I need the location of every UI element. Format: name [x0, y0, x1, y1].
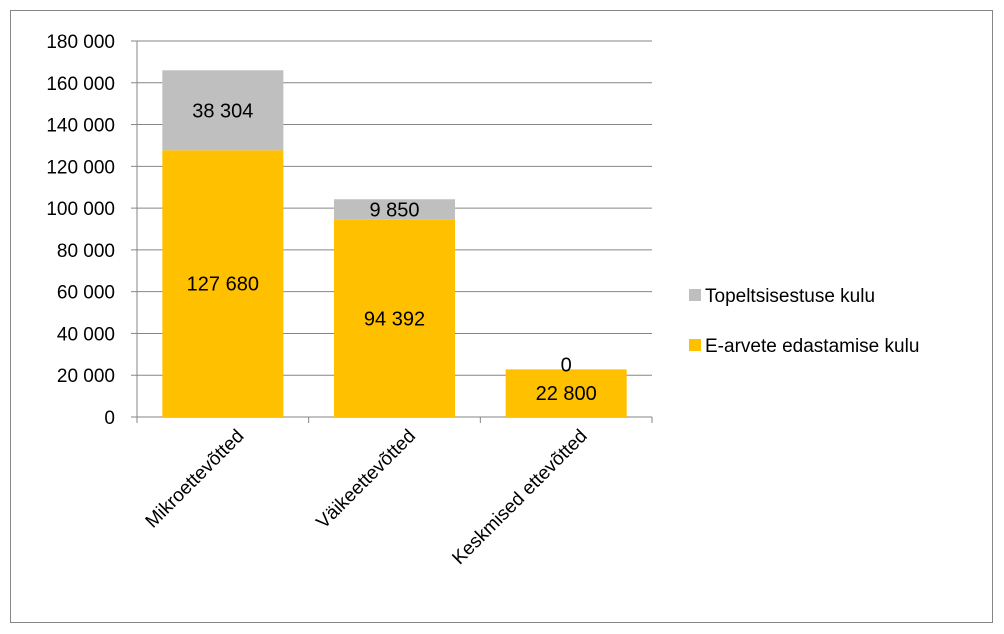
y-tick-label: 40 000	[57, 324, 115, 345]
data-label: 22 800	[536, 383, 597, 405]
data-label: 9 850	[369, 200, 419, 222]
legend-swatch	[689, 289, 701, 301]
bar-segment	[333, 219, 456, 417]
bar-segment	[505, 369, 627, 417]
bar-segment	[162, 70, 284, 151]
x-category-label: Mikroettevõtted	[142, 426, 249, 533]
bar-segment	[333, 199, 456, 220]
y-tick-label: 180 000	[46, 32, 115, 53]
y-tick-label: 100 000	[46, 199, 115, 220]
x-category-label: Väikeettevõtted	[313, 426, 420, 533]
data-label: 94 392	[364, 308, 425, 330]
y-tick-label: 0	[104, 408, 115, 429]
data-label: 0	[561, 354, 572, 376]
legend-swatch	[689, 339, 701, 351]
y-tick-label: 20 000	[57, 366, 115, 387]
y-tick-label: 80 000	[57, 241, 115, 262]
y-tick-label: 160 000	[46, 74, 115, 95]
y-tick-label: 140 000	[46, 116, 115, 137]
legend-label: E-arvete edastamise kulu	[705, 336, 919, 357]
y-tick-label: 120 000	[46, 157, 115, 178]
data-label: 38 304	[192, 100, 253, 122]
data-label: 127 680	[187, 274, 259, 296]
x-category-label: Keskmised ettevõtted	[448, 426, 591, 569]
bar-segment	[162, 150, 284, 418]
y-tick-label: 60 000	[57, 283, 115, 304]
legend-label: Topeltsisestuse kulu	[705, 286, 875, 307]
